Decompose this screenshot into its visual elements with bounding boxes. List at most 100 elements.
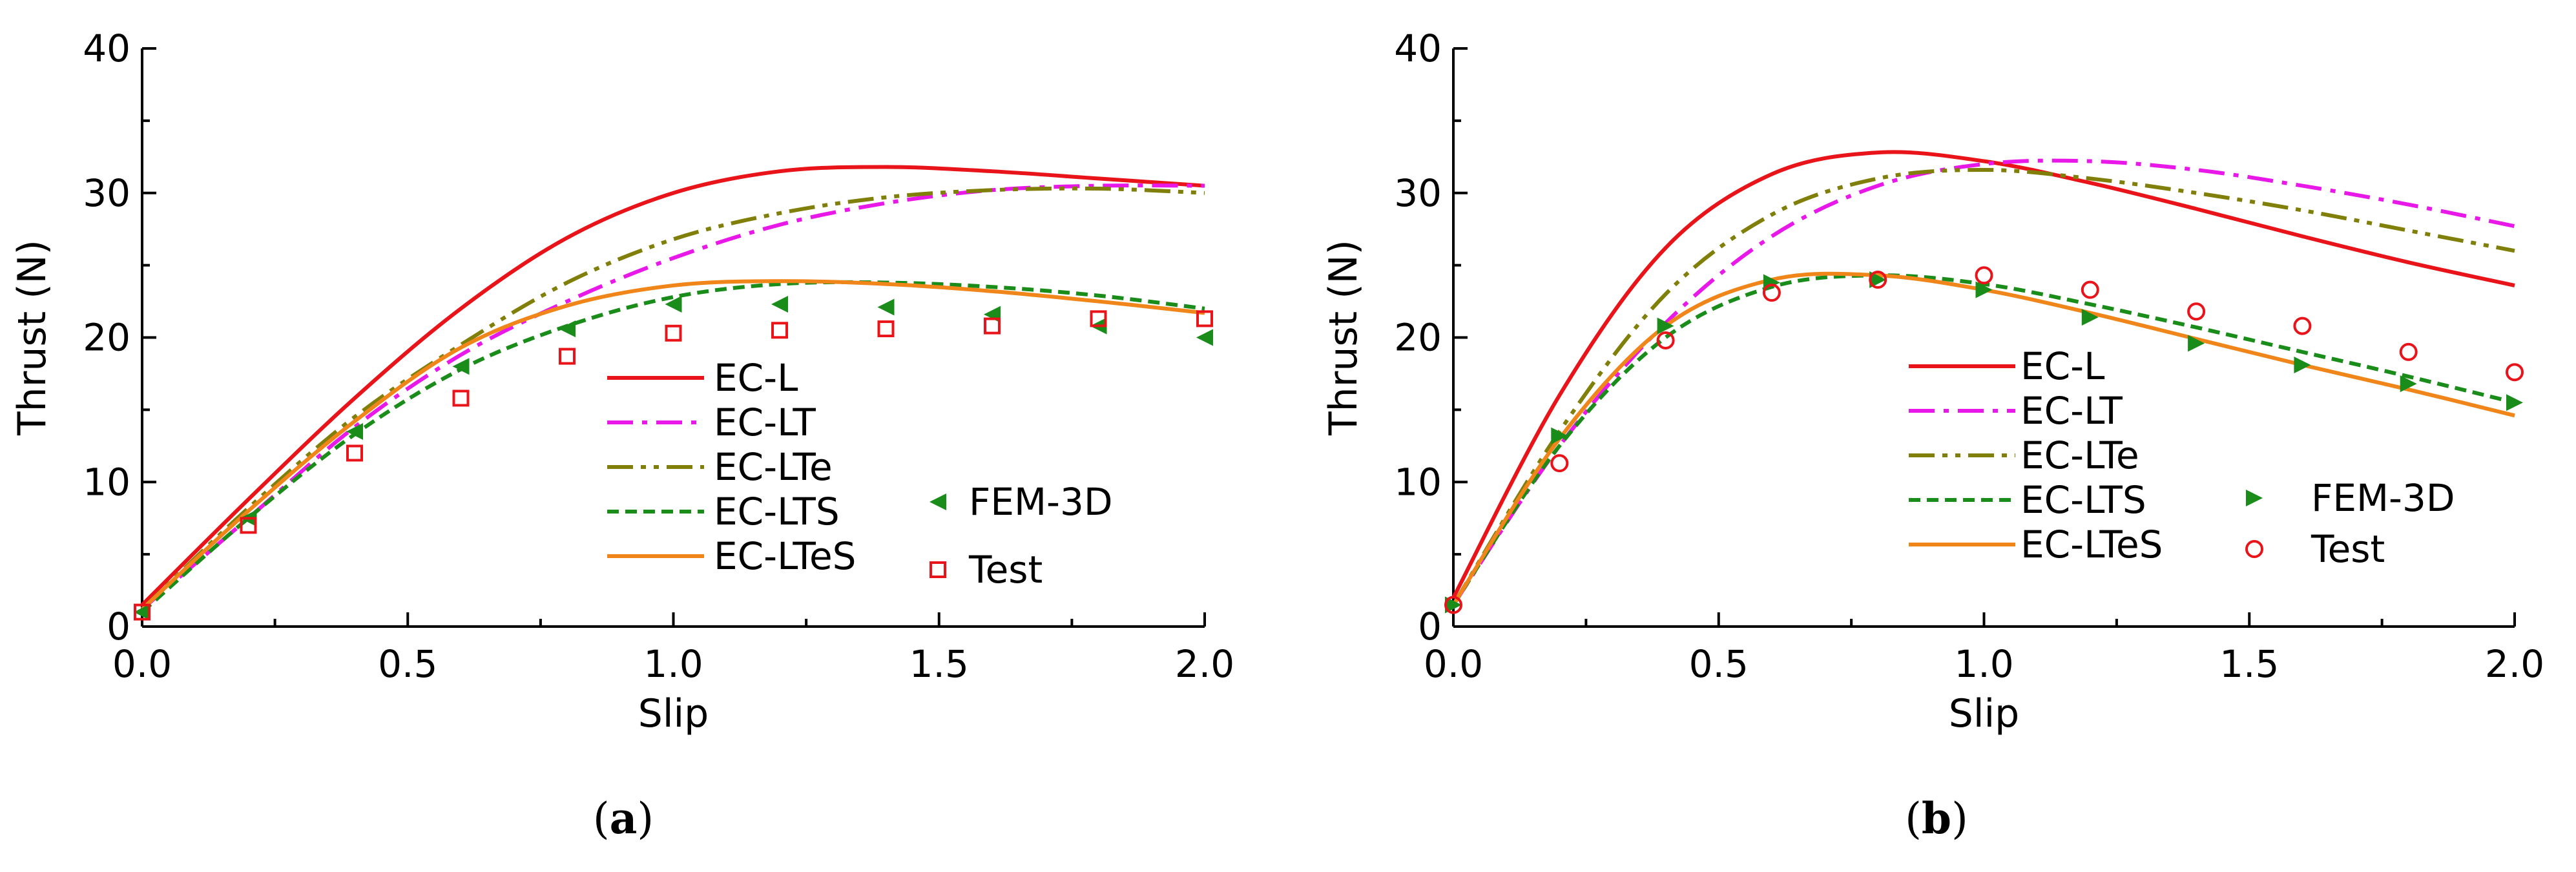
panel-a-markers-fem-3d [134,296,1213,621]
panel-a-series-ec-ltes [140,279,1205,611]
panel-b-test-point [2399,342,2418,361]
panel-a-fem-3d-point [877,298,895,316]
panel-b-test-point [2187,302,2206,321]
panel-b-test-point [2081,280,2099,299]
panel-a-test-point [134,603,151,621]
panel-a-legend-label-ec-lte: EC-LTe [714,445,833,489]
panel-b-y-tick-label: 10 [1394,460,1442,504]
panel-b-x-tick-label: 2.0 [2485,642,2544,686]
panel-a-legend-marker-test [930,561,946,578]
panel-b-series-ec-lt [1451,158,2515,607]
panel-a-legend-label-test: Test [968,548,1043,592]
panel-b-markers-fem-3d [1445,271,2523,614]
panel-a-fem-3d-point [1196,329,1213,346]
panel-b-fem-3d-point [1445,596,1462,614]
panel-b-fem-3d-point [1869,271,1887,288]
panel-b-fem-3d-point [2506,394,2523,411]
panel-a-x-tick-label: 2.0 [1175,642,1234,686]
panel-b-letter: b [1922,793,1951,844]
panel-a-test-point [346,444,363,462]
panel-b-x-tick-label: 0.5 [1689,642,1749,686]
panel-a-fem-3d-point [665,296,682,313]
panel-a-x-tick-label: 1.5 [909,642,969,686]
panel-b-legend-label-test: Test [2311,527,2385,571]
panel-a-fem-3d-point [134,603,151,621]
panel-b-test-point [2506,363,2524,382]
panel-b-markers-test [1444,266,2524,614]
panel-a-test-point [877,320,895,338]
panel-b-fem-3d-point [1975,281,1993,298]
panel-b-legend-label-ec-ltes: EC-LTeS [2020,523,2163,566]
panel-a-markers-test [134,310,1213,621]
panel-b-test-point [1869,271,1887,289]
panel-b-x-axis-label: Slip [1949,691,2020,736]
panel-b-test-point [1444,596,1462,614]
panel-b-series-ec-lte [1451,167,2515,607]
panel-b-legend-label-ec-lte: EC-LTe [2020,433,2139,477]
panel-b-test-point [1656,331,1675,349]
panel-a-test-point [665,324,682,342]
panel-b-fem-3d-point [2188,335,2205,352]
panel-b-legend-label-ec-lts: EC-LTS [2020,478,2146,522]
panel-a-series-ec-lte [140,186,1205,611]
panel-a-fem-3d-point [346,422,363,440]
panel-a-y-tick-label: 10 [83,460,130,504]
panel-b-chart: 0 10 20 30 40 0.0 0.5 1.0 1.5 2.0 Slip Thrust (N) EC… [1321,26,2544,736]
panel-a-test-point [771,322,788,339]
panel-a-legend-label-ec-lts: EC-LTS [714,490,840,534]
panel-b-series-ec-l [1451,150,2515,599]
panel-a-y-tick-label: 0 [107,605,130,649]
panel-a-fem-3d-point [771,296,788,313]
panel-a-x-tick-label: 0.0 [112,642,172,686]
panel-b-legend-label-fem-3d: FEM-3D [2311,476,2455,520]
panel-b-y-tick-label: 30 [1394,171,1442,215]
panel-a-y-tick-label: 20 [83,316,130,360]
panel-b-legend-marker-fem-3d [2246,490,2263,506]
panel-a-legend-label-ec-ltes: EC-LTeS [714,534,856,578]
panel-a-test-point [559,348,576,365]
panel-b-x-tick-label: 1.5 [2219,642,2279,686]
panel-b-series-ec-ltes [1451,271,2515,607]
panel-b-test-point [1975,266,1993,285]
panel-b-fem-3d-point [2400,375,2417,393]
panel-b-label: (b) [1905,793,1968,844]
panel-a-legend-label-fem-3d: FEM-3D [969,480,1113,524]
panel-a-legend-label-ec-lt: EC-LT [714,400,816,444]
panel-a-x-tick-label: 1.0 [643,642,703,686]
panel-b-legend-label-ec-lt: EC-LT [2020,389,2123,433]
panel-a-test-point [1090,310,1107,327]
panel-a-fem-3d-point [559,320,576,338]
panel-b-test-point [1550,454,1569,473]
panel-b-x-tick-label: 0.0 [1424,642,1483,686]
panel-b-fem-3d-point [1657,317,1674,335]
panel-a-legend-marker-fem-3d [930,493,946,510]
panel-a-y-tick-label: 40 [83,26,130,70]
panel-a-label: (a) [593,793,654,844]
panel-b-test-point [2293,317,2312,335]
panel-b-legend-marker-test [2245,540,2263,558]
panel-a-x-tick-label: 0.5 [378,642,437,686]
panel-b-x-tick-label: 1.0 [1954,642,2013,686]
panel-a-fem-3d-point [452,358,470,375]
panel-b-y-axis-label: Thrust (N) [1321,240,1366,436]
panel-a-test-point [452,389,470,407]
panel-b-fem-3d-point [2294,357,2311,374]
panel-b-fem-3d-point [2081,309,2099,326]
panel-b-fem-3d-point [1551,427,1568,444]
panel-b-y-tick-label: 20 [1394,316,1442,360]
panel-b-y-tick-label: 0 [1418,605,1442,649]
panel-a-series-ec-lt [141,183,1205,611]
panel-a-test-point [240,517,257,534]
panel-a-x-axis-label: Slip [638,691,709,736]
panel-b-y-tick-label: 40 [1394,26,1442,70]
panel-a-test-point [984,317,1001,335]
panel-b-test-point [1762,284,1781,302]
panel-b-legend-label-ec-l: EC-L [2020,344,2104,388]
panel-a-series-ec-lts [141,280,1205,614]
panel-a-test-point [1196,310,1213,327]
panel-a-legend-label-ec-l: EC-L [714,356,798,400]
panel-a-letter: a [610,793,638,844]
panel-a-y-tick-label: 30 [83,171,130,215]
panel-a-series-ec-l [140,165,1205,607]
